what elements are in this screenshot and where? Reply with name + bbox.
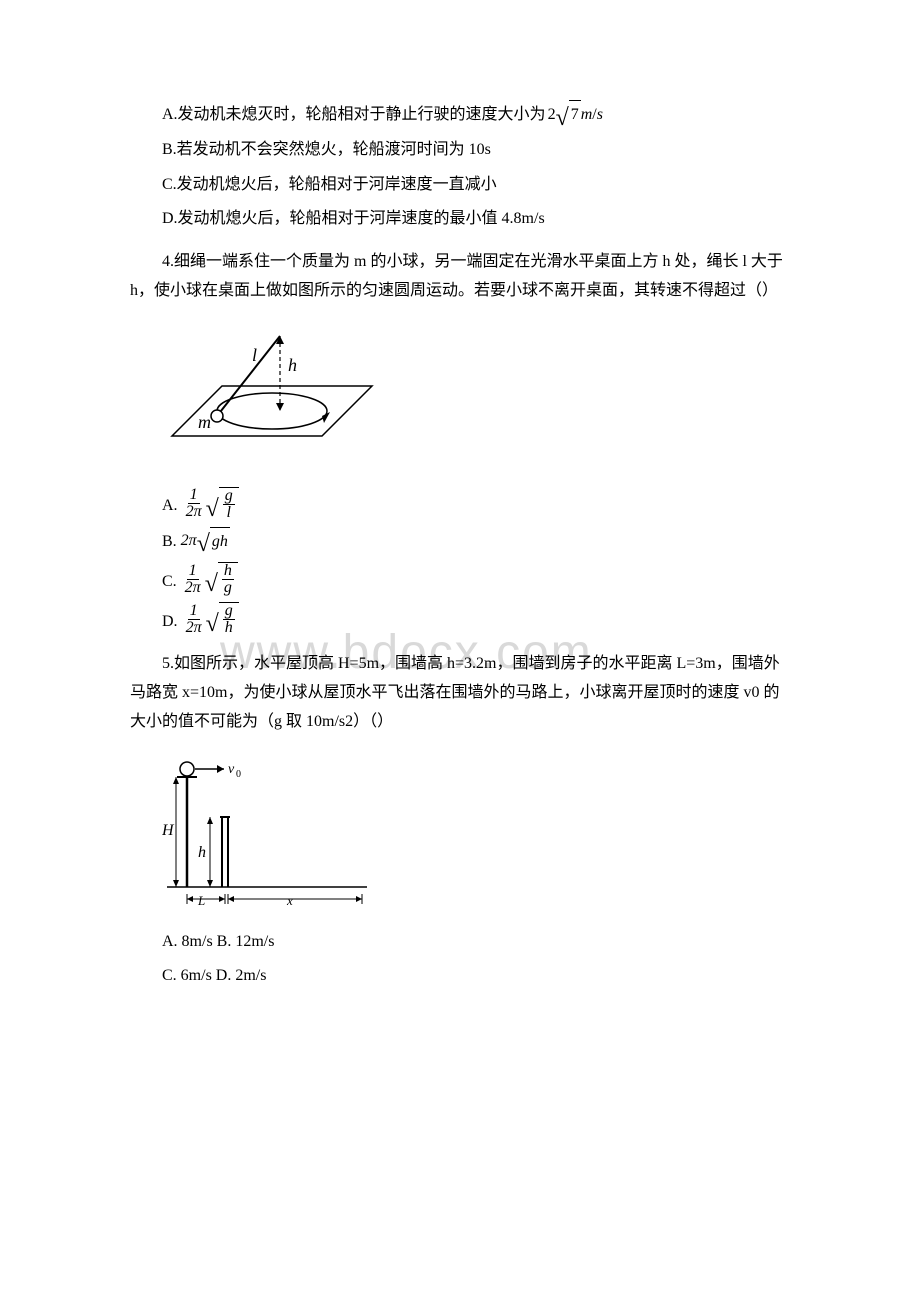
q4-optA-formula: 12π √gl: [182, 487, 239, 521]
q4-optB-letter: B.: [162, 528, 177, 557]
svg-text:L: L: [197, 893, 205, 907]
q3-optA-text: A.发动机未熄灭时，轮船相对于静止行驶的速度大小为: [162, 101, 546, 130]
q4-optD-letter: D.: [162, 608, 178, 637]
q4-optC-formula: 12π √hg: [181, 562, 238, 596]
svg-text:0: 0: [236, 769, 241, 780]
svg-text:H: H: [162, 822, 175, 839]
q5-option-ab: A. 8m/s B. 12m/s: [130, 928, 790, 957]
q4-optC-letter: C.: [162, 568, 177, 597]
q3-option-a: A.发动机未熄灭时，轮船相对于静止行驶的速度大小为 2√7m/s: [130, 100, 790, 130]
q4-stem: 4.细绳一端系住一个质量为 m 的小球，另一端固定在光滑水平桌面上方 h 处，绳…: [130, 248, 790, 306]
q4-option-b: B. 2π√gh: [130, 527, 790, 557]
q4-option-d: D. 12π √gh: [130, 602, 790, 636]
q3-option-c: C.发动机熄火后，轮船相对于河岸速度一直减小: [130, 171, 790, 200]
q4-option-c: C. 12π √hg: [130, 562, 790, 596]
svg-text:h: h: [198, 844, 206, 861]
q4-diagram: l h m: [162, 316, 790, 477]
svg-text:m: m: [198, 412, 211, 432]
q4-option-a: A. 12π √gl: [130, 487, 790, 521]
q4-optD-formula: 12π √gh: [182, 602, 239, 636]
q3-option-b: B.若发动机不会突然熄火，轮船渡河时间为 10s: [130, 136, 790, 165]
q3-option-d: D.发动机熄火后，轮船相对于河岸速度的最小值 4.8m/s: [130, 205, 790, 234]
page-content: A.发动机未熄灭时，轮船相对于静止行驶的速度大小为 2√7m/s B.若发动机不…: [130, 100, 790, 991]
q5-diagram: v 0 H h L: [162, 747, 790, 918]
q4-optB-formula: 2π√gh: [181, 527, 230, 557]
q5-stem: 5.如图所示，水平屋顶高 H=5m，围墙高 h=3.2m，围墙到房子的水平距离 …: [130, 650, 790, 736]
q3-optA-formula: 2√7m/s: [548, 100, 603, 130]
q5-option-cd: C. 6m/s D. 2m/s: [130, 962, 790, 991]
svg-text:x: x: [286, 893, 293, 907]
svg-text:h: h: [288, 355, 297, 375]
svg-text:v: v: [228, 762, 235, 777]
q4-optA-letter: A.: [162, 492, 178, 521]
svg-text:l: l: [252, 345, 257, 365]
